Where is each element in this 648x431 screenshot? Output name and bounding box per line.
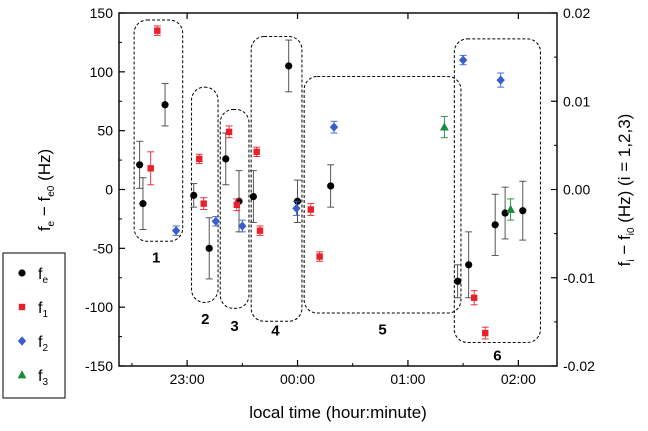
point-fe bbox=[249, 192, 257, 201]
point-fe bbox=[205, 244, 213, 252]
x-tick-label: 01:00 bbox=[390, 371, 425, 387]
y-tick-label-left: 150 bbox=[90, 5, 114, 21]
y-tick-label-left: 100 bbox=[90, 64, 114, 80]
point-f1 bbox=[470, 294, 478, 301]
point-fe bbox=[501, 209, 509, 217]
y-tick-label-right: 0.00 bbox=[563, 182, 590, 198]
legend-label-1: f1 bbox=[38, 300, 48, 320]
legend-label-e: fe bbox=[38, 266, 48, 286]
point-f2 bbox=[238, 221, 247, 231]
legend-label-main: f bbox=[38, 368, 43, 385]
point-fe bbox=[465, 261, 473, 269]
point-f2 bbox=[211, 216, 221, 226]
y-tick-label-left: 50 bbox=[97, 123, 113, 139]
point-f1 bbox=[316, 253, 323, 260]
group-label-2: 2 bbox=[201, 311, 209, 328]
legend-label-3: f3 bbox=[38, 368, 48, 388]
point-fe bbox=[491, 221, 499, 229]
point-f1 bbox=[196, 155, 203, 163]
y-axis-title-left: fe − fe0 (Hz) bbox=[35, 149, 57, 231]
point-f2 bbox=[329, 122, 339, 132]
group-label-5: 5 bbox=[378, 322, 386, 339]
point-f2 bbox=[171, 226, 181, 236]
point-f2 bbox=[496, 75, 505, 85]
point-fe bbox=[190, 191, 198, 199]
y-tick-label-left: 0 bbox=[105, 182, 113, 198]
y-tick-label-left: -150 bbox=[85, 358, 113, 374]
group-box-5 bbox=[303, 76, 462, 314]
point-f1 bbox=[256, 227, 264, 234]
data-points bbox=[136, 25, 527, 340]
y-tick-label-right: -0.01 bbox=[563, 270, 595, 286]
group-label-3: 3 bbox=[230, 318, 238, 335]
point-fe bbox=[519, 207, 527, 215]
point-fe bbox=[139, 200, 147, 208]
legend-marker-1 bbox=[18, 303, 26, 311]
x-axis-title: local time (hour:minute) bbox=[249, 403, 427, 422]
point-f1 bbox=[147, 165, 154, 172]
axis-ticks: -150 -100 -50 0 50 100 150 -0.02 -0.01 0.00 0.01 0.… bbox=[85, 5, 595, 387]
legend-label-main: f bbox=[38, 334, 43, 351]
y-axis-title-right: fi − fi0 (Hz) (i = 1,2,3) bbox=[615, 114, 637, 267]
point-f2 bbox=[292, 203, 301, 213]
group-box-4 bbox=[250, 36, 303, 322]
point-f2 bbox=[458, 55, 468, 65]
point-fe bbox=[454, 277, 462, 285]
x-tick-label: 00:00 bbox=[280, 371, 315, 387]
y-tick-label-right: 0.01 bbox=[563, 93, 590, 109]
point-f1 bbox=[154, 27, 161, 34]
y-tick-label-right: 0.02 bbox=[563, 5, 590, 21]
point-f1 bbox=[200, 200, 207, 207]
legend-label-sub: 3 bbox=[42, 377, 48, 388]
group-box-3 bbox=[219, 108, 250, 309]
legend-label-2: f2 bbox=[38, 334, 48, 354]
point-f1 bbox=[233, 201, 241, 208]
point-fe bbox=[327, 182, 335, 190]
point-f3 bbox=[439, 122, 449, 131]
x-tick-label: 02:00 bbox=[501, 371, 536, 387]
legend-marker-2 bbox=[17, 336, 27, 346]
point-f1 bbox=[253, 148, 260, 156]
group-label-1: 1 bbox=[152, 250, 160, 267]
legend-label-sub: 2 bbox=[42, 343, 48, 354]
point-f1 bbox=[225, 128, 233, 136]
legend-label-sub: e bbox=[42, 275, 48, 286]
legend-box bbox=[2, 252, 66, 399]
y-tick-label-left: -50 bbox=[93, 240, 113, 256]
point-fe bbox=[161, 101, 169, 109]
group-box-1 bbox=[133, 19, 184, 242]
legend-label-main: f bbox=[38, 300, 43, 317]
legend-label-main: f bbox=[38, 266, 43, 283]
legend-marker-3 bbox=[17, 370, 27, 379]
group-boxes: 1 2 3 4 5 6 bbox=[133, 19, 541, 364]
point-fe bbox=[222, 155, 230, 163]
legend-marker-e bbox=[18, 269, 26, 277]
y-tick-label-right: -0.02 bbox=[563, 358, 595, 374]
point-f3 bbox=[506, 204, 516, 213]
point-f1 bbox=[482, 329, 489, 337]
legend-label-sub: 1 bbox=[42, 309, 48, 320]
group-box-6 bbox=[453, 38, 541, 343]
y-tick-label-left: -100 bbox=[85, 299, 113, 315]
group-label-4: 4 bbox=[271, 323, 280, 340]
point-fe bbox=[285, 62, 293, 70]
point-f1 bbox=[307, 206, 314, 213]
group-label-6: 6 bbox=[493, 347, 501, 364]
point-fe bbox=[136, 161, 144, 169]
x-tick-label: 23:00 bbox=[170, 371, 205, 387]
